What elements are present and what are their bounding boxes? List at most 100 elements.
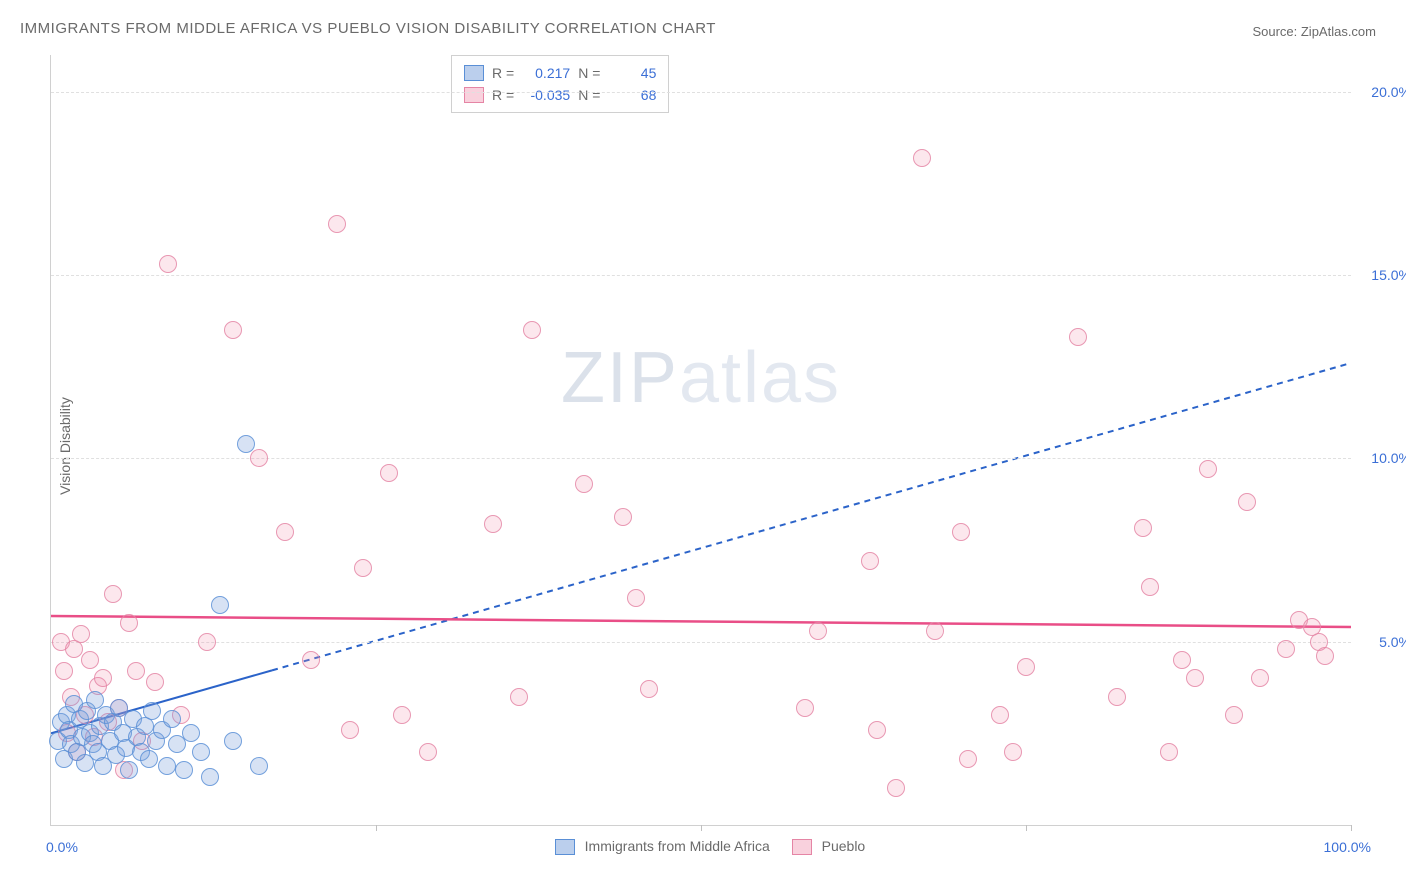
gridline xyxy=(51,642,1351,643)
data-point xyxy=(127,662,145,680)
correlation-legend: R = 0.217 N = 45 R = -0.035 N = 68 xyxy=(451,55,669,113)
source-name: ZipAtlas.com xyxy=(1301,24,1376,39)
data-point xyxy=(1134,519,1152,537)
data-point xyxy=(1199,460,1217,478)
gridline xyxy=(51,458,1351,459)
x-tick xyxy=(1026,825,1027,831)
data-point xyxy=(887,779,905,797)
data-point xyxy=(250,449,268,467)
data-point xyxy=(55,662,73,680)
data-point xyxy=(1108,688,1126,706)
data-point xyxy=(250,757,268,775)
data-point xyxy=(1069,328,1087,346)
data-point xyxy=(224,732,242,750)
legend-r-label: R = xyxy=(492,84,514,106)
data-point xyxy=(1225,706,1243,724)
trendline-pink-solid xyxy=(51,616,1351,627)
legend-pink-n: 68 xyxy=(608,84,656,106)
data-point xyxy=(575,475,593,493)
x-tick xyxy=(376,825,377,831)
legend-r-label: R = xyxy=(492,62,514,84)
data-point xyxy=(1186,669,1204,687)
legend-row-blue: R = 0.217 N = 45 xyxy=(464,62,656,84)
legend-row-pink: R = -0.035 N = 68 xyxy=(464,84,656,106)
data-point xyxy=(640,680,658,698)
data-point xyxy=(510,688,528,706)
data-point xyxy=(175,761,193,779)
data-point xyxy=(523,321,541,339)
scatter-plot-area: ZIPatlas R = 0.217 N = 45 R = -0.035 N =… xyxy=(50,55,1351,826)
data-point xyxy=(192,743,210,761)
legend-blue-r: 0.217 xyxy=(522,62,570,84)
legend-n-label: N = xyxy=(578,84,600,106)
series-blue-label: Immigrants from Middle Africa xyxy=(585,838,770,854)
y-tick-label: 10.0% xyxy=(1356,450,1406,466)
data-point xyxy=(81,651,99,669)
data-point xyxy=(120,761,138,779)
gridline xyxy=(51,275,1351,276)
data-point xyxy=(120,614,138,632)
data-point xyxy=(104,585,122,603)
source-prefix: Source: xyxy=(1252,24,1300,39)
watermark-zip: ZIP xyxy=(561,338,679,418)
swatch-pink-icon xyxy=(464,87,484,103)
series-pink-label: Pueblo xyxy=(822,838,866,854)
data-point xyxy=(1316,647,1334,665)
data-point xyxy=(926,622,944,640)
data-point xyxy=(913,149,931,167)
data-point xyxy=(198,633,216,651)
data-point xyxy=(952,523,970,541)
data-point xyxy=(94,669,112,687)
gridline xyxy=(51,92,1351,93)
data-point xyxy=(328,215,346,233)
data-point xyxy=(163,710,181,728)
watermark-atlas: atlas xyxy=(679,338,841,418)
data-point xyxy=(393,706,411,724)
data-point xyxy=(380,464,398,482)
data-point xyxy=(868,721,886,739)
x-tick xyxy=(1351,825,1352,831)
data-point xyxy=(809,622,827,640)
data-point xyxy=(1004,743,1022,761)
data-point xyxy=(614,508,632,526)
data-point xyxy=(182,724,200,742)
data-point xyxy=(627,589,645,607)
legend-blue-n: 45 xyxy=(608,62,656,84)
legend-pink-r: -0.035 xyxy=(522,84,570,106)
chart-title: IMMIGRANTS FROM MIDDLE AFRICA VS PUEBLO … xyxy=(20,20,716,37)
data-point xyxy=(341,721,359,739)
legend-n-label: N = xyxy=(578,62,600,84)
data-point xyxy=(1141,578,1159,596)
swatch-blue-icon xyxy=(555,839,575,855)
swatch-pink-icon xyxy=(792,839,812,855)
data-point xyxy=(861,552,879,570)
data-point xyxy=(237,435,255,453)
data-point xyxy=(224,321,242,339)
y-tick-label: 15.0% xyxy=(1356,267,1406,283)
swatch-blue-icon xyxy=(464,65,484,81)
data-point xyxy=(419,743,437,761)
data-point xyxy=(211,596,229,614)
data-point xyxy=(302,651,320,669)
data-point xyxy=(1251,669,1269,687)
data-point xyxy=(159,255,177,273)
data-point xyxy=(991,706,1009,724)
x-tick xyxy=(701,825,702,831)
series-legend: Immigrants from Middle Africa Pueblo xyxy=(51,838,1351,855)
data-point xyxy=(143,702,161,720)
data-point xyxy=(1277,640,1295,658)
watermark: ZIPatlas xyxy=(561,337,841,419)
data-point xyxy=(146,673,164,691)
data-point xyxy=(158,757,176,775)
data-point xyxy=(484,515,502,533)
data-point xyxy=(1160,743,1178,761)
data-point xyxy=(796,699,814,717)
source-attribution: Source: ZipAtlas.com xyxy=(1252,24,1376,39)
y-tick-label: 20.0% xyxy=(1356,84,1406,100)
data-point xyxy=(1017,658,1035,676)
data-point xyxy=(72,625,90,643)
data-point xyxy=(201,768,219,786)
data-point xyxy=(1173,651,1191,669)
data-point xyxy=(276,523,294,541)
data-point xyxy=(354,559,372,577)
